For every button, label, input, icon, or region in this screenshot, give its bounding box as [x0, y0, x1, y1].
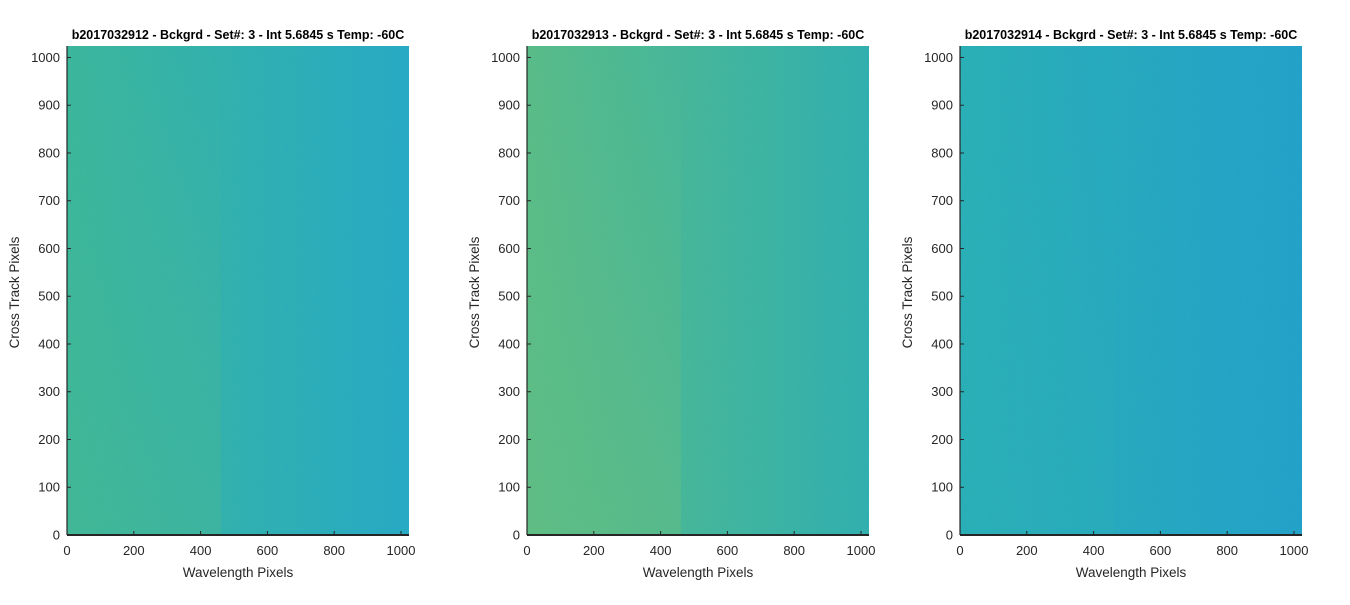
y-tick-label: 0 — [513, 528, 520, 543]
x-tick-label: 600 — [257, 543, 279, 558]
x-tick-label: 0 — [523, 543, 530, 558]
y-tick-label: 200 — [931, 432, 953, 447]
heatmap-image — [67, 46, 409, 535]
y-tick-label: 300 — [931, 384, 953, 399]
x-tick-label: 800 — [1216, 543, 1238, 558]
y-tick-label: 0 — [946, 528, 953, 543]
x-tick-label: 200 — [583, 543, 605, 558]
subplot-2: 0 200 400 600 800 1000 0 100 200 300 400 500 600 700 8… — [467, 28, 875, 580]
subplot-3: 0 200 400 600 800 1000 0 100 200 300 400 500 600 700 8… — [900, 28, 1308, 580]
y-tick-label: 900 — [498, 98, 520, 113]
y-tick-label: 600 — [38, 241, 60, 256]
y-tick-label: 1000 — [31, 50, 60, 65]
y-tick-label: 700 — [931, 193, 953, 208]
x-tick-label: 1000 — [387, 543, 416, 558]
y-tick-label: 100 — [38, 480, 60, 495]
chart-title: b2017032913 - Bckgrd - Set#: 3 - Int 5.6… — [532, 28, 865, 42]
y-tick-label: 500 — [498, 289, 520, 304]
y-tick-label: 700 — [498, 193, 520, 208]
y-tick-label: 800 — [38, 145, 60, 160]
y-axis-label: Cross Track Pixels — [7, 236, 22, 348]
chart-title: b2017032912 - Bckgrd - Set#: 3 - Int 5.6… — [72, 28, 405, 42]
x-tick-label: 800 — [783, 543, 805, 558]
x-axis-label: Wavelength Pixels — [183, 565, 294, 580]
y-tick-label: 700 — [38, 193, 60, 208]
y-tick-label: 800 — [931, 145, 953, 160]
y-tick-label: 400 — [498, 336, 520, 351]
y-axis-label: Cross Track Pixels — [467, 236, 482, 348]
y-tick-label: 500 — [931, 289, 953, 304]
y-tick-label: 200 — [38, 432, 60, 447]
y-tick-label: 800 — [498, 145, 520, 160]
y-tick-label: 100 — [931, 480, 953, 495]
x-tick-label: 200 — [1016, 543, 1038, 558]
x-tick-label: 1000 — [1280, 543, 1309, 558]
y-tick-label: 1000 — [924, 50, 953, 65]
x-tick-label: 600 — [1150, 543, 1172, 558]
y-tick-label: 400 — [38, 336, 60, 351]
y-tick-label: 200 — [498, 432, 520, 447]
y-tick-label: 900 — [38, 98, 60, 113]
x-tick-label: 800 — [323, 543, 345, 558]
heatmap-image — [960, 46, 1302, 535]
y-tick-label: 600 — [498, 241, 520, 256]
subplot-1: 0 200 400 600 800 1000 0 100 200 300 400 500 600 700 8… — [7, 28, 415, 580]
x-axis-label: Wavelength Pixels — [1076, 565, 1187, 580]
y-tick-label: 0 — [53, 528, 60, 543]
x-tick-label: 400 — [190, 543, 212, 558]
x-tick-label: 400 — [1083, 543, 1105, 558]
y-axis-label: Cross Track Pixels — [900, 236, 915, 348]
y-tick-label: 500 — [38, 289, 60, 304]
y-tick-label: 400 — [931, 336, 953, 351]
y-tick-label: 300 — [498, 384, 520, 399]
y-tick-label: 300 — [38, 384, 60, 399]
x-tick-label: 600 — [717, 543, 739, 558]
chart-title: b2017032914 - Bckgrd - Set#: 3 - Int 5.6… — [965, 28, 1298, 42]
x-tick-label: 400 — [650, 543, 672, 558]
x-tick-label: 0 — [63, 543, 70, 558]
y-tick-label: 100 — [498, 480, 520, 495]
y-tick-label: 900 — [931, 98, 953, 113]
x-tick-label: 1000 — [847, 543, 876, 558]
y-tick-label: 1000 — [491, 50, 520, 65]
y-tick-label: 600 — [931, 241, 953, 256]
heatmap-image — [527, 46, 869, 535]
x-tick-label: 200 — [123, 543, 145, 558]
x-axis-label: Wavelength Pixels — [643, 565, 754, 580]
x-tick-label: 0 — [956, 543, 963, 558]
